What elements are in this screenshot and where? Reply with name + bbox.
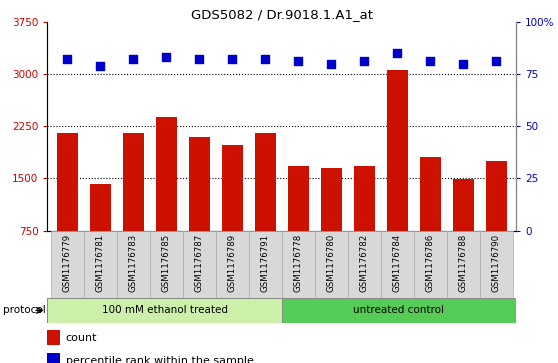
Text: GSM1176786: GSM1176786 bbox=[426, 234, 435, 292]
Bar bbox=[315, 231, 348, 298]
Point bbox=[426, 58, 435, 64]
Bar bbox=[387, 70, 408, 283]
Bar bbox=[348, 231, 381, 298]
Bar bbox=[453, 179, 474, 283]
Bar bbox=[84, 231, 117, 298]
Text: GSM1176787: GSM1176787 bbox=[195, 234, 204, 292]
Text: 100 mM ethanol treated: 100 mM ethanol treated bbox=[102, 305, 228, 315]
Bar bbox=[420, 158, 441, 283]
Text: count: count bbox=[66, 333, 97, 343]
Text: untreated control: untreated control bbox=[353, 305, 445, 315]
Text: GSM1176785: GSM1176785 bbox=[162, 234, 171, 292]
Bar bbox=[47, 298, 282, 323]
Text: percentile rank within the sample: percentile rank within the sample bbox=[66, 356, 253, 363]
Text: protocol: protocol bbox=[3, 305, 46, 315]
Title: GDS5082 / Dr.9018.1.A1_at: GDS5082 / Dr.9018.1.A1_at bbox=[191, 8, 373, 21]
Text: GSM1176788: GSM1176788 bbox=[459, 234, 468, 292]
Point bbox=[195, 56, 204, 62]
Bar bbox=[216, 231, 249, 298]
Bar bbox=[282, 298, 516, 323]
Point bbox=[492, 58, 501, 64]
Bar bbox=[189, 136, 210, 283]
Bar bbox=[321, 168, 342, 283]
Bar bbox=[480, 231, 513, 298]
Text: GSM1176790: GSM1176790 bbox=[492, 234, 501, 292]
Point bbox=[129, 56, 138, 62]
Text: GSM1176780: GSM1176780 bbox=[327, 234, 336, 292]
Text: GSM1176781: GSM1176781 bbox=[96, 234, 105, 292]
Point bbox=[96, 63, 105, 69]
Bar bbox=[117, 231, 150, 298]
Bar bbox=[183, 231, 216, 298]
Bar bbox=[123, 133, 144, 283]
Bar bbox=[287, 166, 309, 283]
Bar bbox=[156, 117, 177, 283]
Bar bbox=[254, 133, 276, 283]
Bar bbox=[222, 145, 243, 283]
Point bbox=[360, 58, 369, 64]
Point bbox=[62, 56, 71, 62]
Text: GSM1176779: GSM1176779 bbox=[62, 234, 72, 292]
Text: GSM1176778: GSM1176778 bbox=[294, 234, 303, 292]
Text: GSM1176783: GSM1176783 bbox=[129, 234, 138, 292]
Point bbox=[393, 50, 402, 56]
Point bbox=[327, 61, 336, 66]
Bar bbox=[414, 231, 447, 298]
Bar bbox=[447, 231, 480, 298]
Text: GSM1176784: GSM1176784 bbox=[393, 234, 402, 292]
Point bbox=[261, 56, 270, 62]
Bar bbox=[56, 133, 78, 283]
Point bbox=[459, 61, 468, 66]
Point bbox=[294, 58, 303, 64]
Bar bbox=[354, 166, 375, 283]
Bar bbox=[249, 231, 282, 298]
Text: GSM1176791: GSM1176791 bbox=[261, 234, 270, 292]
Point bbox=[228, 56, 237, 62]
Bar bbox=[150, 231, 183, 298]
Point bbox=[162, 54, 171, 60]
Bar bbox=[47, 330, 60, 345]
Bar bbox=[47, 353, 60, 363]
Text: GSM1176782: GSM1176782 bbox=[360, 234, 369, 292]
Bar bbox=[381, 231, 414, 298]
Text: GSM1176789: GSM1176789 bbox=[228, 234, 237, 292]
Bar bbox=[485, 161, 507, 283]
Bar bbox=[51, 231, 84, 298]
Bar bbox=[89, 184, 111, 283]
Bar bbox=[282, 231, 315, 298]
